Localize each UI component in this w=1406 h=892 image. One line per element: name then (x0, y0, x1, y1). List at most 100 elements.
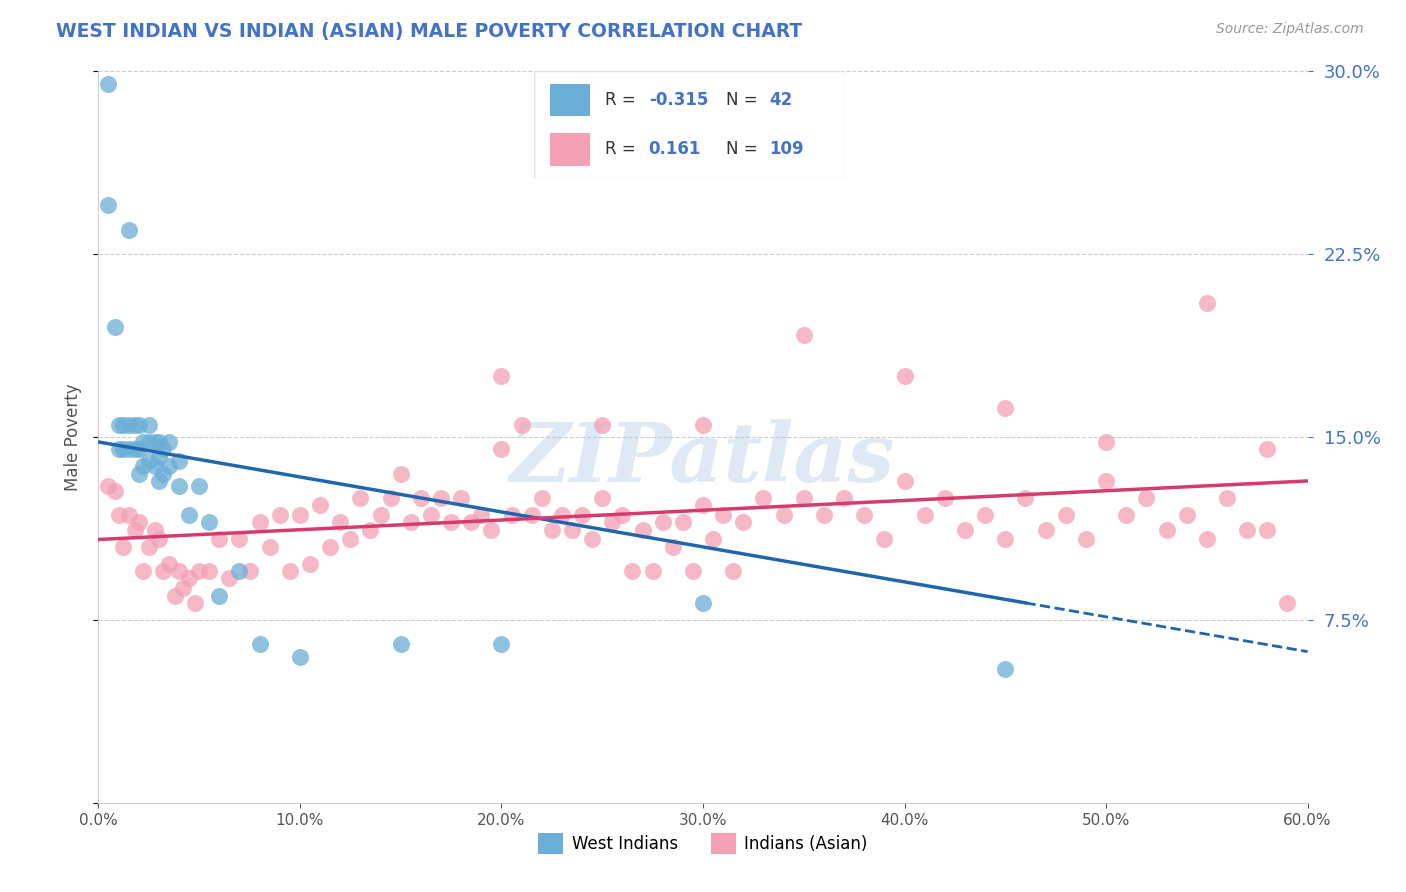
Point (148, 434, 170, 449)
Point (723, 564, 745, 578)
Point (148, 450, 170, 464)
Text: R =: R = (606, 141, 647, 159)
Point (288, 649, 311, 664)
Point (551, 508, 574, 522)
Point (692, 596, 714, 610)
Point (138, 417, 160, 432)
FancyBboxPatch shape (550, 134, 591, 166)
Point (179, 508, 201, 522)
Point (239, 564, 262, 578)
Point (157, 434, 180, 449)
Point (208, 589, 231, 603)
Point (118, 508, 141, 522)
Point (118, 417, 141, 432)
Point (97, 479, 120, 493)
Point (752, 491, 775, 505)
Point (530, 491, 553, 505)
Point (832, 491, 855, 505)
Point (994, 401, 1017, 415)
Point (491, 369, 513, 384)
Point (602, 516, 624, 530)
Point (299, 557, 322, 571)
Point (152, 442, 174, 457)
Point (1277, 596, 1299, 610)
Point (470, 508, 492, 522)
Point (934, 491, 956, 505)
Point (540, 523, 562, 537)
Point (179, 572, 201, 586)
Point (1256, 523, 1278, 537)
Point (103, 483, 125, 498)
Text: 109: 109 (769, 141, 804, 159)
FancyBboxPatch shape (534, 71, 844, 178)
Point (1135, 491, 1157, 505)
Point (370, 508, 392, 522)
Text: N =: N = (725, 91, 758, 109)
Text: WEST INDIAN VS INDIAN (ASIAN) MALE POVERTY CORRELATION CHART: WEST INDIAN VS INDIAN (ASIAN) MALE POVER… (56, 22, 803, 41)
Point (128, 516, 150, 530)
Point (278, 564, 301, 578)
Point (672, 516, 695, 530)
Point (1054, 508, 1077, 522)
Point (138, 540, 160, 554)
Y-axis label: Male Poverty: Male Poverty (65, 384, 83, 491)
Point (118, 442, 141, 457)
Point (1074, 533, 1097, 547)
Point (188, 564, 211, 578)
Point (711, 508, 734, 522)
Point (520, 508, 543, 522)
Point (389, 467, 412, 481)
Point (953, 523, 976, 537)
Point (430, 491, 453, 505)
Point (612, 508, 634, 522)
Point (107, 442, 129, 457)
Point (772, 508, 794, 522)
Point (651, 516, 673, 530)
Point (97, 77, 120, 91)
Point (339, 533, 361, 547)
Point (1095, 434, 1118, 449)
Point (167, 454, 190, 468)
Point (591, 417, 613, 432)
Point (249, 516, 271, 530)
Point (893, 369, 915, 384)
Point (143, 434, 166, 449)
Point (218, 572, 240, 586)
Point (128, 442, 150, 457)
Point (1195, 533, 1218, 547)
Point (152, 564, 174, 578)
Point (1256, 442, 1278, 457)
Point (349, 491, 371, 505)
Point (440, 516, 463, 530)
Point (163, 589, 186, 603)
Point (167, 564, 190, 578)
Point (409, 491, 432, 505)
Point (360, 523, 382, 537)
Point (228, 564, 250, 578)
Point (491, 442, 513, 457)
Point (208, 533, 231, 547)
Point (143, 459, 166, 474)
Point (571, 508, 593, 522)
Point (124, 523, 146, 537)
Point (138, 454, 160, 468)
Point (111, 540, 134, 554)
Point (974, 508, 997, 522)
Point (132, 459, 155, 474)
Point (692, 499, 714, 513)
Point (309, 499, 332, 513)
Point (143, 523, 166, 537)
Point (148, 474, 170, 488)
Point (491, 637, 513, 651)
Point (591, 491, 613, 505)
Point (184, 596, 207, 610)
Point (259, 540, 281, 554)
Point (111, 417, 134, 432)
Point (1115, 508, 1137, 522)
Point (198, 564, 221, 578)
Point (853, 508, 876, 522)
Point (1014, 491, 1036, 505)
Point (733, 516, 755, 530)
Text: R =: R = (606, 91, 641, 109)
FancyBboxPatch shape (550, 84, 591, 116)
